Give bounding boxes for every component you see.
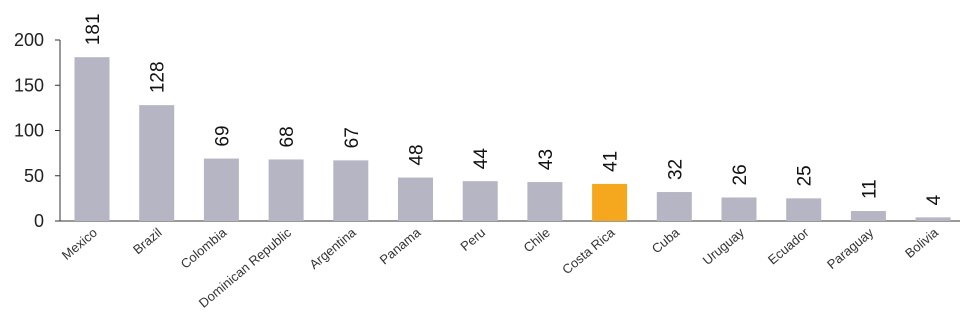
data-label: 128	[148, 61, 169, 93]
bar-argentina	[333, 160, 369, 221]
data-label: 11	[859, 179, 880, 199]
data-label: 44	[471, 148, 492, 170]
data-label: 48	[407, 144, 428, 165]
y-tick-label: 0	[34, 211, 44, 231]
bars-layer	[74, 57, 951, 221]
data-label: 43	[536, 149, 557, 170]
x-tick-label: Paraguay	[824, 224, 877, 272]
bar-bolivia	[915, 217, 951, 221]
x-tick-label: Peru	[457, 225, 488, 254]
y-tick-label: 50	[24, 166, 44, 186]
x-tick-label: Colombia	[178, 224, 230, 271]
y-tick-label: 100	[14, 121, 44, 141]
data-label: 69	[212, 125, 233, 146]
data-label: 181	[83, 13, 104, 45]
bar-cuba	[656, 192, 692, 221]
data-label: 26	[730, 164, 751, 185]
x-tick-label: Costa Rica	[559, 224, 618, 277]
labels-layer: 181Mexico128Brazil69Colombia68Dominican …	[59, 13, 945, 310]
x-tick-label: Ecuador	[765, 224, 812, 267]
y-tick-label: 200	[14, 30, 44, 50]
bar-uruguay	[721, 197, 757, 221]
x-tick-label: Panama	[377, 224, 424, 267]
data-label: 68	[277, 126, 298, 147]
data-label: 41	[601, 151, 622, 172]
x-tick-label: Brazil	[130, 225, 165, 257]
bar-dominican-republic	[268, 159, 304, 221]
x-tick-label: Uruguay	[700, 224, 748, 267]
data-label: 25	[795, 165, 816, 186]
bar-chile	[527, 182, 563, 221]
data-label: 4	[924, 194, 945, 205]
data-label: 67	[342, 127, 363, 148]
x-tick-label: Bolivia	[902, 224, 942, 261]
bar-colombia	[203, 158, 239, 221]
bar-costa-rica	[592, 183, 628, 221]
bar-ecuador	[786, 198, 822, 221]
x-tick-label: Mexico	[59, 225, 100, 263]
bar-peru	[462, 181, 498, 221]
bar-paraguay	[850, 211, 886, 221]
x-tick-label: Chile	[520, 225, 552, 256]
bar-panama	[398, 177, 433, 221]
y-tick-label: 150	[14, 75, 44, 95]
bar-mexico	[74, 57, 110, 221]
x-tick-label: Argentina	[306, 224, 359, 272]
bar-brazil	[139, 105, 175, 221]
data-label: 32	[665, 159, 686, 180]
x-tick-label: Cuba	[649, 224, 683, 256]
